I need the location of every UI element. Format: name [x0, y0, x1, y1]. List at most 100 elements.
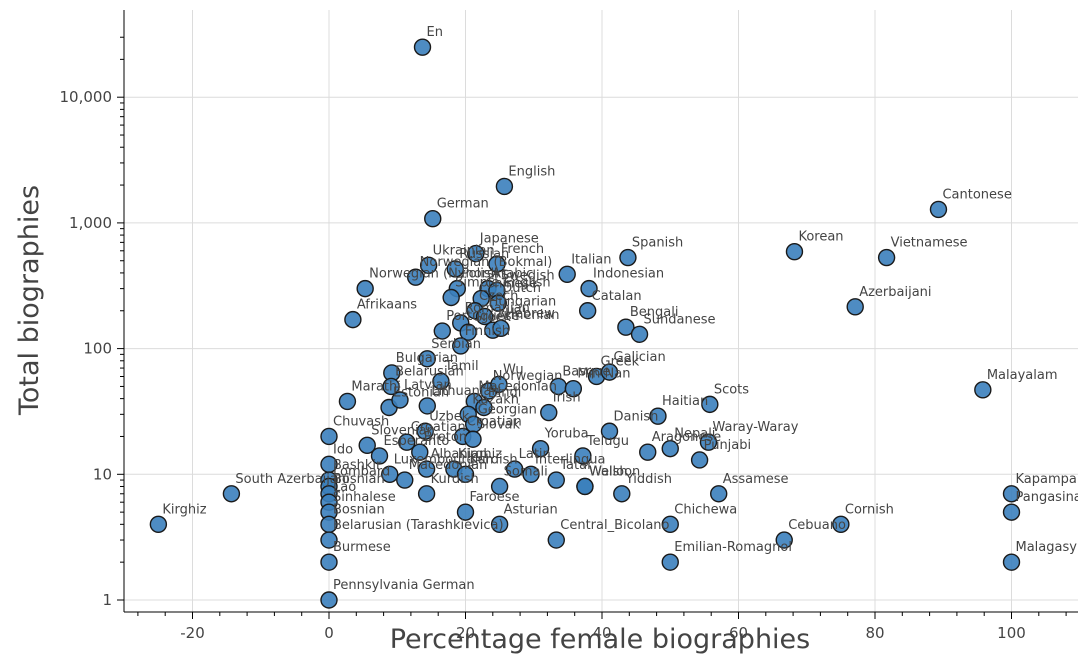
data-point[interactable] — [433, 322, 451, 340]
data-point[interactable] — [701, 395, 719, 414]
data-point[interactable] — [630, 325, 649, 343]
data-point[interactable] — [418, 350, 436, 368]
data-point[interactable] — [574, 447, 592, 465]
data-point[interactable] — [547, 531, 565, 549]
data-point[interactable] — [846, 298, 864, 316]
data-point[interactable] — [456, 465, 475, 483]
data-point[interactable] — [417, 460, 436, 478]
x-tick-label: 40 — [592, 624, 611, 642]
data-point[interactable] — [320, 553, 338, 571]
data-point[interactable] — [413, 38, 432, 56]
data-point[interactable] — [396, 471, 414, 489]
data-point[interactable] — [475, 307, 494, 326]
data-point[interactable] — [540, 403, 558, 422]
data-point[interactable] — [442, 288, 460, 307]
data-point[interactable] — [832, 515, 850, 534]
data-point[interactable] — [649, 407, 667, 425]
data-label: Bengali — [630, 305, 679, 320]
data-label: South Azerbaijani — [235, 472, 349, 487]
data-point[interactable] — [490, 375, 508, 393]
label-layer: En English German Cantonese JapaneseFrenchRu… — [162, 25, 1078, 593]
data-point[interactable] — [547, 471, 565, 489]
data-point[interactable] — [464, 430, 482, 448]
data-point[interactable] — [417, 485, 436, 503]
data-point[interactable] — [929, 200, 948, 219]
data-point[interactable] — [490, 477, 509, 496]
data-point[interactable] — [690, 451, 709, 469]
data-point[interactable] — [358, 436, 376, 455]
data-point[interactable] — [505, 460, 524, 478]
data-label: Cantonese — [942, 187, 1011, 202]
data-point[interactable] — [411, 443, 429, 461]
data-point[interactable] — [661, 439, 679, 458]
data-label: Wu — [503, 362, 524, 377]
data-point[interactable] — [1002, 553, 1021, 571]
data-point[interactable] — [492, 319, 510, 338]
data-point[interactable] — [320, 531, 338, 549]
data-point[interactable] — [710, 485, 728, 503]
data-point[interactable] — [320, 427, 338, 446]
data-label: Kirghiz — [458, 447, 502, 462]
data-point[interactable] — [576, 477, 594, 496]
data-point[interactable] — [699, 433, 718, 451]
data-point[interactable] — [564, 379, 583, 398]
data-label: French — [501, 242, 544, 257]
data-label: Malayalam — [987, 368, 1058, 383]
data-point[interactable] — [406, 268, 425, 286]
data-point[interactable] — [344, 310, 362, 329]
data-point[interactable] — [432, 372, 450, 390]
data-point[interactable] — [600, 422, 619, 440]
data-point[interactable] — [619, 248, 637, 267]
data-label: English — [508, 164, 555, 179]
data-label: Aragonese — [652, 430, 721, 445]
data-point[interactable] — [381, 465, 399, 483]
data-label: Marathi — [351, 379, 400, 394]
data-point[interactable] — [489, 294, 507, 312]
data-point[interactable] — [149, 515, 168, 534]
data-label: Somali — [504, 464, 548, 479]
data-label: Faroese — [470, 490, 520, 505]
data-point[interactable] — [578, 302, 597, 320]
data-point[interactable] — [558, 265, 576, 284]
data-point[interactable] — [531, 439, 550, 458]
data-point[interactable] — [467, 244, 485, 263]
data-point[interactable] — [974, 381, 992, 399]
data-point[interactable] — [600, 363, 619, 381]
data-point[interactable] — [661, 553, 679, 571]
data-point[interactable] — [320, 591, 338, 609]
data-point[interactable] — [418, 397, 436, 415]
data-point[interactable] — [639, 443, 657, 461]
data-point[interactable] — [452, 337, 470, 355]
data-point[interactable] — [495, 177, 514, 196]
data-point[interactable] — [785, 243, 804, 261]
data-point[interactable] — [382, 377, 400, 396]
data-point[interactable] — [338, 392, 357, 411]
x-axis-label: Percentage female biographies — [390, 624, 811, 655]
data-point[interactable] — [456, 503, 475, 521]
data-point[interactable] — [424, 209, 442, 228]
data-point[interactable] — [1002, 485, 1021, 503]
data-point[interactable] — [475, 398, 493, 417]
data-point[interactable] — [490, 515, 509, 534]
data-point[interactable] — [617, 318, 635, 336]
data-point[interactable] — [488, 255, 506, 273]
data-point[interactable] — [1002, 503, 1021, 521]
data-point[interactable] — [446, 260, 464, 278]
data-point[interactable] — [613, 485, 631, 503]
data-point[interactable] — [222, 485, 241, 503]
data-point[interactable] — [459, 323, 477, 341]
data-point[interactable] — [522, 465, 540, 483]
data-point[interactable] — [416, 422, 434, 440]
data-point[interactable] — [580, 279, 598, 298]
data-point[interactable] — [775, 531, 793, 549]
data-point[interactable] — [398, 433, 416, 451]
data-point[interactable] — [391, 391, 409, 409]
data-label: Arabic — [492, 267, 533, 282]
data-point[interactable] — [661, 515, 679, 534]
data-point[interactable] — [356, 279, 374, 298]
data-label: Finnish — [465, 324, 510, 339]
data-point[interactable] — [370, 447, 389, 465]
data-point[interactable] — [419, 256, 438, 274]
data-label: Vietnamese — [891, 236, 968, 251]
data-point[interactable] — [877, 248, 896, 267]
